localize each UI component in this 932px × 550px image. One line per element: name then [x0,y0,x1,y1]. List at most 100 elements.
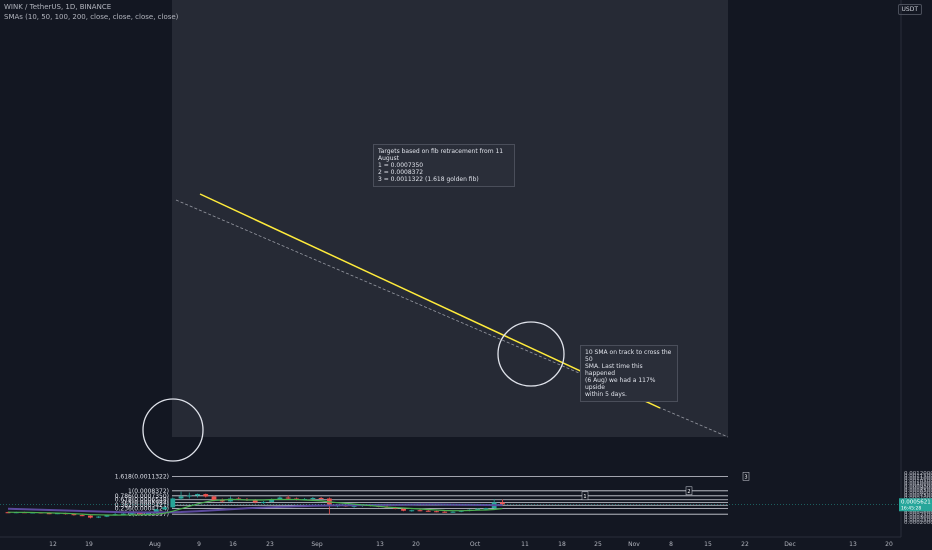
price-tick-label: 0.0011500 [904,473,932,479]
symbol-title: WINK / TetherUS, 1D, BINANCE [4,3,112,11]
indicator-legend[interactable]: SMAs (10, 50, 100, 200, close, close, cl… [4,13,179,21]
targets-note-line: Targets based on fib retracement from 11… [378,148,504,162]
candle[interactable] [425,510,431,512]
price-tick-label: 0.0004000 [904,510,932,516]
time-tick-label: 13 [376,541,384,548]
fib-level-label: 0.618(0.0006548) [115,497,169,504]
candle[interactable] [409,510,415,512]
price-tick-label: 0.0002000 [904,520,932,526]
price-tick-label: 0.0008500 [904,488,932,494]
price-tick-label: 0.0003000 [904,515,932,521]
sma-note[interactable]: 10 SMA on track to cross the 50 SMA. Las… [580,345,678,402]
candle[interactable] [417,510,423,512]
candle[interactable] [475,508,481,510]
price-tick-label: 0.0008000 [904,491,932,497]
candle[interactable] [351,505,357,507]
candle[interactable] [186,495,192,497]
candle[interactable] [442,511,448,513]
fib-level-label: 1.618(0.0011322) [115,473,169,480]
current-price-value: 0.0005621 [901,499,931,505]
price-tick-label: 0.0009500 [904,483,932,489]
candle[interactable] [153,509,159,513]
candle[interactable] [178,496,184,499]
time-tick-label: Nov [628,541,640,548]
time-tick-label: 20 [412,541,420,548]
price-tick-label: 0.0009000 [904,486,932,492]
current-price-countdown: 16:45:28 [901,505,921,511]
sma-note-line: 10 SMA on track to cross the 50 [585,349,672,363]
candle[interactable] [79,515,85,517]
time-tick-label: 15 [704,541,712,548]
targets-note[interactable]: Targets based on fib retracement from 11… [373,144,515,187]
currency-badge[interactable]: USDT [897,4,922,15]
target-marker-label: 3 [744,474,747,480]
time-tick-label: 8 [669,541,673,548]
candle[interactable] [71,514,77,516]
targets-note-line: 2 = 0.0008372 [378,169,424,176]
time-tick-label: 20 [885,541,893,548]
price-tick-label: 0.0003500 [904,513,932,519]
time-tick-label: 22 [741,541,749,548]
price-tick-label: 0.0012000 [904,471,932,477]
highlight-circle[interactable] [142,398,204,462]
candle[interactable] [269,499,275,502]
current-price-badge[interactable] [899,498,932,512]
time-tick-label: 9 [197,541,201,548]
candle[interactable] [483,508,489,510]
candle[interactable] [252,499,258,503]
time-tick-label: 19 [85,541,93,548]
targets-note-line: 3 = 0.0011322 (1.618 golden fib) [378,176,479,183]
candle[interactable] [434,511,439,513]
sma-note-line: within 5 days. [585,391,627,398]
price-tick-label: 0.0007500 [904,493,932,499]
price-tick-label: 0.0010500 [904,478,932,484]
candle[interactable] [450,511,456,513]
price-tick-label: 0.0011000 [904,476,932,482]
fib-level-label: 0.236(0.0004724) [115,506,169,513]
time-tick-label: Dec [784,541,796,548]
candle[interactable] [211,496,217,501]
candle[interactable] [162,507,167,510]
sma10-line[interactable] [7,498,503,516]
candle[interactable] [310,497,316,499]
candle[interactable] [500,502,505,505]
candle[interactable] [137,513,143,515]
candle[interactable] [285,497,291,499]
candle[interactable] [261,501,266,503]
target-marker-label: 1 [583,494,586,500]
time-tick-label: 16 [229,541,237,548]
target-marker[interactable] [685,486,693,496]
candle[interactable] [145,512,151,515]
sma-note-line: SMA. Last time this happened [585,363,643,377]
target-marker[interactable] [581,491,589,501]
candle[interactable] [96,516,102,518]
fib-level-label: 0.382(0.0005421) [115,502,169,509]
candle[interactable] [120,513,126,515]
candle[interactable] [46,513,52,515]
time-tick-label: Aug [149,541,161,548]
price-tick-label: 0.0002500 [904,518,932,524]
candle[interactable] [219,500,225,502]
highlight-circle[interactable] [497,321,565,387]
candle[interactable] [129,513,134,515]
candle[interactable] [195,494,200,496]
candle[interactable] [104,515,110,517]
candle[interactable] [203,494,209,497]
target-marker[interactable] [742,472,750,481]
time-tick-label: 25 [594,541,602,548]
price-tick-label: 0.0010000 [904,481,932,487]
candle[interactable] [401,508,406,511]
time-tick-label: 12 [49,541,57,548]
fib-level-label: 0.786(0.0007350) [115,493,169,500]
targets-note-line: 1 = 0.0007350 [378,162,424,169]
candle[interactable] [277,497,283,500]
fib-level-label: 1(0.0008372) [128,488,169,495]
time-tick-label: 23 [266,541,274,548]
candle[interactable] [88,515,93,518]
sma-note-line: (6 Aug) we had a 117% upside [585,377,656,391]
candle[interactable] [318,497,324,499]
target-marker-label: 2 [687,489,690,495]
candle[interactable] [170,498,176,508]
time-tick-label: 18 [558,541,566,548]
